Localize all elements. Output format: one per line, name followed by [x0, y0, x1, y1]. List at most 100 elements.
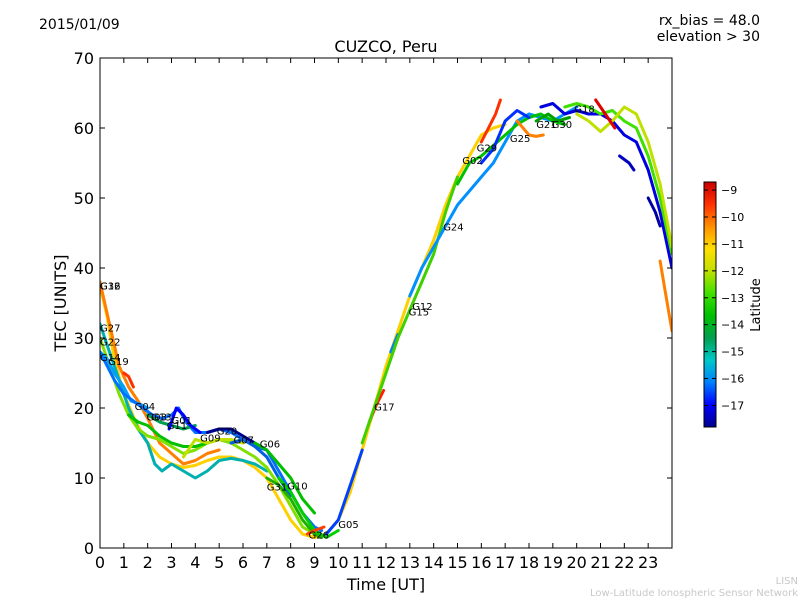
x-tick-label: 13: [400, 553, 420, 572]
series-line-unnamed-30: [594, 98, 617, 130]
series-line-unnamed-31: [618, 154, 636, 172]
series-line-g05: [324, 448, 364, 536]
series-label: G09: [200, 433, 220, 444]
colorbar-tick-label: −10: [721, 211, 744, 224]
elevation-label: elevation > 30: [656, 29, 760, 45]
x-tick-label: 21: [590, 553, 610, 572]
series-label: G27: [100, 324, 120, 335]
date-label: 2015/01/09: [39, 17, 120, 33]
series-label: G05: [338, 520, 358, 531]
footer-network-name: Low-Latitude Ionospheric Sensor Network: [590, 588, 798, 599]
series-label: G03: [147, 412, 167, 423]
colorbar-tick-label: −11: [721, 238, 744, 251]
series-label: G22: [100, 338, 120, 349]
series-line-unnamed-29: [575, 105, 672, 249]
series-label: G02: [462, 156, 482, 167]
x-tick-label: 3: [166, 553, 176, 572]
series-label: G12: [412, 302, 432, 313]
series-line-g24: [408, 105, 579, 298]
x-tick-label: 9: [309, 553, 319, 572]
series-line-g04: [122, 371, 135, 389]
series-label: G14: [100, 353, 120, 364]
x-tick-label: 5: [214, 553, 224, 572]
series-label: G29: [477, 144, 497, 155]
series-line-g06: [253, 441, 316, 515]
series-label: G20: [217, 426, 237, 437]
series-line-g13: [127, 413, 209, 448]
series-label: G10: [287, 482, 307, 493]
rx-bias-label: rx_bias = 48.0: [658, 13, 760, 29]
x-tick-label: 18: [519, 553, 539, 572]
colorbar-tick-label: −9: [721, 184, 737, 197]
x-tick-label: 1: [119, 553, 129, 572]
x-axis-label: Time [UT]: [346, 575, 425, 594]
series-layer: [100, 98, 672, 539]
x-tick-label: 7: [262, 553, 272, 572]
series-label: G25: [510, 134, 530, 145]
x-tick-label: 22: [614, 553, 634, 572]
series-line-g31: [265, 476, 324, 539]
colorbar: −9 −10 −11 −12 −13 −14 −15 −16 −17 Latitude: [703, 181, 764, 428]
series-label: G11: [167, 421, 187, 432]
x-tick-label: 2: [143, 553, 153, 572]
series-line-g15: [360, 175, 459, 445]
series-line-g30: [534, 112, 571, 123]
series-label: G31: [267, 482, 287, 493]
series-line-g21: [515, 119, 545, 138]
x-tick-label: 20: [566, 553, 586, 572]
y-tick-label: 30: [74, 329, 94, 348]
y-tick-label: 60: [74, 119, 94, 138]
series-label: G04: [135, 402, 155, 413]
x-tick-label: 14: [423, 553, 443, 572]
x-tick-label: 17: [495, 553, 515, 572]
x-tick-label: 11: [352, 553, 372, 572]
colorbar-tick-label: −13: [721, 292, 744, 305]
series-label: G15: [409, 307, 429, 318]
x-tick-label: 4: [190, 553, 200, 572]
y-tick-label: 10: [74, 469, 94, 488]
series-label: G19: [108, 357, 128, 368]
series-line-g19: [100, 350, 324, 532]
colorbar-label: Latitude: [749, 278, 764, 332]
footer-lisn: LISN: [775, 576, 798, 587]
series-line-g10: [277, 476, 340, 539]
y-tick-label: 20: [74, 399, 94, 418]
series-line-g01: [167, 406, 202, 434]
series-line-unnamed-32: [646, 196, 662, 228]
x-tick-label: 15: [447, 553, 467, 572]
series-label: G30: [552, 120, 572, 131]
series-line-g32: [100, 123, 507, 539]
colorbar-tick-label: −12: [721, 265, 744, 278]
y-axis-label: TEC [UNITS]: [51, 255, 70, 353]
x-tick-label: 6: [238, 553, 248, 572]
colorbar-ticks: −9 −10 −11 −12 −13 −14 −15 −16 −17: [704, 184, 744, 412]
colorbar-tick-label: −14: [721, 319, 744, 332]
x-tick-label: 10: [328, 553, 348, 572]
colorbar-tick-label: −15: [721, 346, 744, 359]
x-tick-label: 23: [638, 553, 658, 572]
series-label: G07: [234, 436, 254, 447]
y-tick-label: 0: [84, 539, 94, 558]
series-line-g27: [100, 322, 269, 480]
series-label: G16: [100, 282, 120, 293]
x-tick-label: 16: [471, 553, 491, 572]
x-tick-label: 12: [376, 553, 396, 572]
axis-layer: 0 1 2 3 4 5 6 7 8 9 10 11 12 13 14 15 16 17 18 19 20 21 22 2301…: [74, 49, 672, 572]
y-tick-label: 70: [74, 49, 94, 68]
series-line-g25: [479, 109, 531, 165]
colorbar-gradient: [703, 181, 717, 428]
x-tick-label: 8: [286, 553, 296, 572]
colorbar-tick-label: −17: [721, 399, 744, 412]
series-label: G13: [151, 412, 171, 423]
plot-frame: [99, 57, 673, 549]
chart-title: CUZCO, Peru: [334, 37, 438, 56]
series-label: G32: [100, 282, 120, 293]
series-line-unnamed-33: [658, 259, 672, 333]
series-label: G06: [260, 440, 280, 451]
series-label: G21: [536, 120, 556, 131]
series-label: G01: [172, 416, 192, 427]
series-line-g29: [479, 98, 502, 144]
series-label: G18: [574, 104, 594, 115]
